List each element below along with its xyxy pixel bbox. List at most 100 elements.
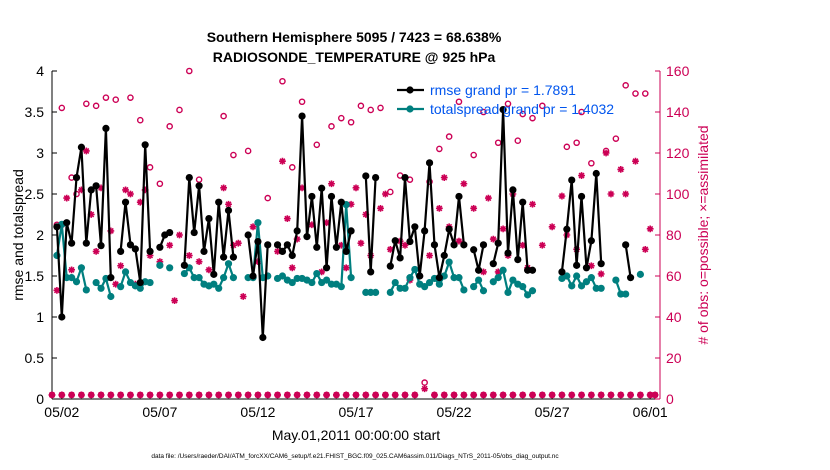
rmse-point [332,243,340,251]
data-file-footer: data file: /Users/raeder/DAI/ATM_forcXX/… [151,453,559,460]
assimilated-obs-marker [382,190,389,198]
y-tick-label-right: 60 [666,268,682,284]
assimilated-obs-marker [568,391,576,399]
rmse-point [278,247,287,255]
assimilated-obs-marker [225,200,232,208]
totalspread-point [479,287,488,295]
rmse-point [318,184,326,192]
assimilated-obs-marker [431,391,438,399]
rmse-point [107,274,115,282]
assimilated-obs-marker [215,391,223,399]
rmse-point [77,143,86,151]
rmse-point [72,174,81,182]
rmse-point [131,245,139,253]
totalspread-point [97,284,105,292]
rmse-line [276,116,353,268]
assimilated-obs-marker [48,391,56,399]
possible-obs-marker [337,114,345,122]
rmse-point [195,182,203,190]
rmse-point [303,233,311,241]
rmse-line [119,144,152,283]
totalspread-point [460,286,468,294]
assimilated-obs-marker [538,391,546,399]
totalspread-point [391,278,399,287]
assimilated-obs-marker [274,248,281,255]
assimilated-obs-marker [587,262,595,270]
rmse-line [247,234,269,338]
possible-obs-marker [494,139,502,147]
rmse-line [624,244,632,278]
possible-obs-marker [455,98,463,106]
y-tick-label-left: 2.5 [25,186,45,202]
assimilated-obs-marker [362,391,370,399]
assimilated-obs-marker [622,190,630,198]
assimilated-obs-marker [641,245,649,253]
rmse-point [568,176,576,184]
totalspread-point [573,272,581,280]
totalspread-point [386,288,394,296]
rmse-point [337,198,345,206]
rmse-point [58,313,66,321]
rmse-point [244,231,252,239]
assimilated-obs-marker [455,237,463,245]
possible-obs-marker [58,104,66,112]
totalspread-point [425,278,434,287]
totalspread-point [622,290,630,298]
assimilated-obs-marker [450,391,458,399]
assimilated-obs-marker [117,391,125,399]
totalspread-point [582,278,591,286]
assimilated-obs-marker [372,391,380,399]
x-tick-label: 05/07 [142,404,177,420]
rmse-point [519,198,527,206]
possible-obs-marker [377,104,384,112]
possible-obs-marker [185,67,193,75]
totalspread-point [254,219,262,227]
assimilated-obs-marker [636,391,644,399]
x-tick-label: 05/22 [437,404,472,420]
assimilated-obs-marker [421,385,429,393]
possible-obs-marker [578,108,585,116]
assimilated-obs-marker [607,190,615,198]
totalspread-point [636,270,644,278]
rmse-point [273,241,282,249]
rmse-point [121,198,130,206]
assimilated-obs-marker [318,268,326,276]
possible-obs-marker [288,164,296,171]
possible-obs-marker [195,176,203,183]
possible-obs-marker [588,159,595,167]
rmse-point [249,272,257,280]
assimilated-obs-marker [78,391,85,399]
y-tick-label-right: 0 [666,391,674,407]
possible-obs-marker [539,102,546,110]
totalspread-line [95,275,112,297]
y-tick-label-right: 140 [666,104,690,120]
rmse-point [563,225,571,233]
totalspread-point [82,286,90,294]
rmse-point [455,192,463,201]
possible-obs-marker [136,116,144,124]
assimilated-obs-marker [156,258,164,266]
rmse-point [327,192,336,201]
rmse-point [514,256,522,264]
x-axis-label: May.01,2011 00:00:00 start [272,427,440,443]
assimilated-obs-marker [435,204,443,212]
totalspread-point [313,269,321,278]
assimilated-obs-marker [195,391,203,399]
possible-obs-marker [146,164,154,171]
assimilated-obs-marker [78,186,85,194]
assimilated-obs-marker [509,391,517,399]
totalspread-point [322,276,331,284]
totalspread-point [474,276,483,284]
assimilated-obs-marker [127,391,134,399]
assimilated-obs-marker [283,215,291,222]
assimilated-obs-marker [401,241,409,249]
assimilated-obs-marker [127,190,134,198]
rmse-point [220,253,228,261]
rmse-line [364,175,377,272]
y-axis-label-left: rmse and totalspread [10,169,26,301]
rmse-point [82,239,90,247]
rmse-point [264,241,272,249]
rmse-point [479,241,488,249]
possible-obs-marker [92,102,100,110]
rmse-point [102,124,110,132]
